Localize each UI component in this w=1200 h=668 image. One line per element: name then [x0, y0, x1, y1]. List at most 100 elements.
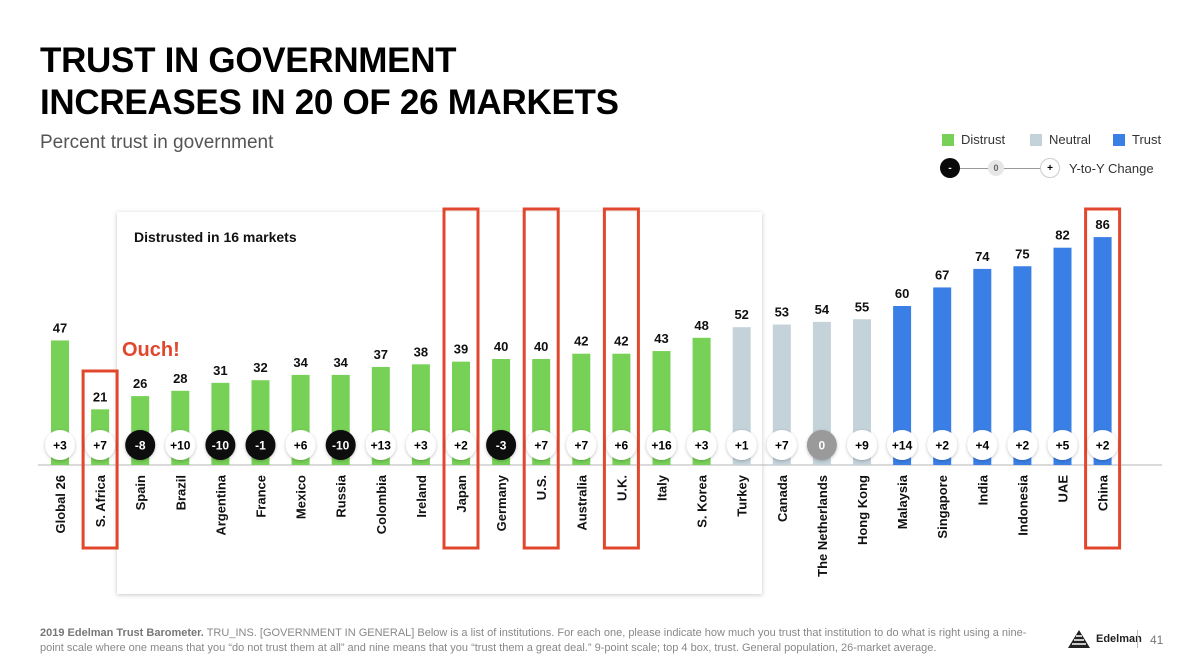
change-bubble-hong-kong — [847, 430, 877, 460]
bar-the-netherlands — [812, 321, 831, 465]
page-number: 41 — [1150, 633, 1164, 647]
change-bubble-ireland — [405, 430, 436, 460]
change-bubble-russia — [325, 430, 356, 460]
highlight-box-s-africa — [81, 369, 119, 550]
category-label-china: China — [1096, 474, 1111, 511]
category-label-colombia: Colombia — [374, 474, 389, 534]
change-label-global-26: +3 — [53, 439, 67, 453]
highlight-box-japan — [442, 207, 480, 550]
change-bubble-mexico — [285, 430, 316, 460]
change-bubble-china — [1087, 430, 1118, 460]
brand-logo: Edelman — [1066, 628, 1142, 650]
change-label-japan: +2 — [454, 439, 468, 453]
change-label-spain: -8 — [135, 439, 146, 453]
source-footnote: 2019 Edelman Trust Barometer. TRU_INS. [… — [40, 626, 1040, 656]
value-label-colombia: 37 — [374, 347, 388, 362]
title-line-1: TRUST IN GOVERNMENT — [40, 41, 457, 80]
change-bubble-malaysia — [887, 430, 918, 460]
value-label-russia: 34 — [333, 355, 348, 370]
change-label-malaysia: +14 — [892, 439, 913, 453]
value-label-uae: 82 — [1055, 228, 1069, 243]
change-bubble-s-korea — [686, 430, 717, 460]
category-label-turkey: Turkey — [735, 474, 750, 516]
change-label-russia: -10 — [332, 439, 350, 453]
value-label-singapore: 67 — [935, 267, 949, 282]
value-label-s-korea: 48 — [694, 318, 708, 333]
change-label-mexico: +6 — [294, 439, 308, 453]
category-label-uae: UAE — [1056, 475, 1071, 503]
change-legend: - 0 + — [940, 158, 1060, 180]
category-label-s-africa: S. Africa — [93, 474, 108, 527]
change-label-france: -1 — [255, 439, 266, 453]
legend-label-trust: Trust — [1132, 132, 1162, 147]
value-label-india: 74 — [975, 249, 990, 264]
legend-label-distrust: Distrust — [961, 132, 1006, 147]
bar-turkey — [732, 327, 751, 465]
edelman-logo-icon — [1068, 630, 1090, 648]
value-label-hong-kong: 55 — [855, 299, 869, 314]
value-label-global-26: 47 — [53, 320, 67, 335]
change-label-uae: +5 — [1056, 439, 1070, 453]
value-label-italy: 43 — [654, 331, 668, 346]
change-label-india: +4 — [975, 439, 989, 453]
bar-canada — [772, 324, 791, 465]
change-bubble-india — [967, 430, 998, 460]
bar-singapore — [933, 287, 952, 465]
category-label-spain: Spain — [133, 475, 148, 510]
change-bubble-spain — [125, 430, 156, 460]
source-bold: 2019 Edelman Trust Barometer. — [40, 627, 204, 639]
category-label-u-s: U.S. — [534, 475, 549, 500]
value-label-u-k: 42 — [614, 334, 628, 349]
legend-swatch-distrust — [942, 134, 954, 146]
value-label-china: 86 — [1095, 217, 1109, 232]
change-bubble-germany — [486, 430, 517, 460]
change-bubble-brazil — [165, 430, 196, 460]
change-bubble-u-s — [526, 430, 557, 460]
value-label-brazil: 28 — [173, 371, 187, 386]
category-label-france: France — [254, 475, 269, 518]
change-label-s-korea: +3 — [695, 439, 709, 453]
highlight-box-u-s — [522, 207, 560, 550]
change-label-canada: +7 — [775, 439, 789, 453]
change-bubble-s-africa — [85, 430, 116, 460]
value-label-turkey: 52 — [734, 307, 748, 322]
change-label-ireland: +3 — [414, 439, 428, 453]
value-label-u-s: 40 — [534, 339, 548, 354]
bar-hong-kong — [853, 319, 871, 465]
brand-separator — [1137, 630, 1138, 648]
change-label-brazil: +10 — [170, 439, 191, 453]
category-label-japan: Japan — [454, 475, 469, 513]
bar-indonesia — [1013, 266, 1032, 465]
category-label-italy: Italy — [655, 474, 670, 501]
value-label-spain: 26 — [133, 376, 147, 391]
category-label-indonesia: Indonesia — [1015, 474, 1030, 535]
change-label-u-k: +6 — [615, 439, 629, 453]
positive-change-bubble: + — [1040, 158, 1060, 178]
zero-change-bubble: 0 — [988, 160, 1004, 176]
value-label-malaysia: 60 — [895, 286, 909, 301]
change-legend-label: Y-to-Y Change — [1069, 161, 1154, 176]
category-label-brazil: Brazil — [173, 475, 188, 510]
bar-uae — [1053, 247, 1072, 465]
category-label-global-26: Global 26 — [53, 475, 68, 534]
title-line-2: INCREASES IN 20 OF 26 MARKETS — [40, 83, 619, 122]
value-label-france: 32 — [253, 360, 267, 375]
panel-label: Distrusted in 16 markets — [134, 229, 297, 245]
category-label-ireland: Ireland — [414, 475, 429, 518]
category-label-germany: Germany — [494, 474, 509, 531]
category-label-malaysia: Malaysia — [895, 474, 910, 529]
change-label-germany: -3 — [496, 439, 507, 453]
change-bubble-canada — [766, 430, 797, 460]
change-bubble-italy — [646, 430, 677, 460]
change-bubble-japan — [446, 430, 476, 460]
value-label-argentina: 31 — [213, 363, 227, 378]
ouch-annotation: Ouch! — [122, 339, 180, 361]
change-bubble-singapore — [927, 430, 958, 460]
change-label-turkey: +1 — [735, 439, 749, 453]
change-bubble-uae — [1047, 430, 1078, 460]
source-text: TRU_INS. [GOVERNMENT IN GENERAL] Below i… — [40, 627, 1027, 654]
legend-swatch-trust — [1113, 134, 1125, 146]
change-label-indonesia: +2 — [1016, 439, 1030, 453]
category-label-mexico: Mexico — [294, 475, 309, 519]
